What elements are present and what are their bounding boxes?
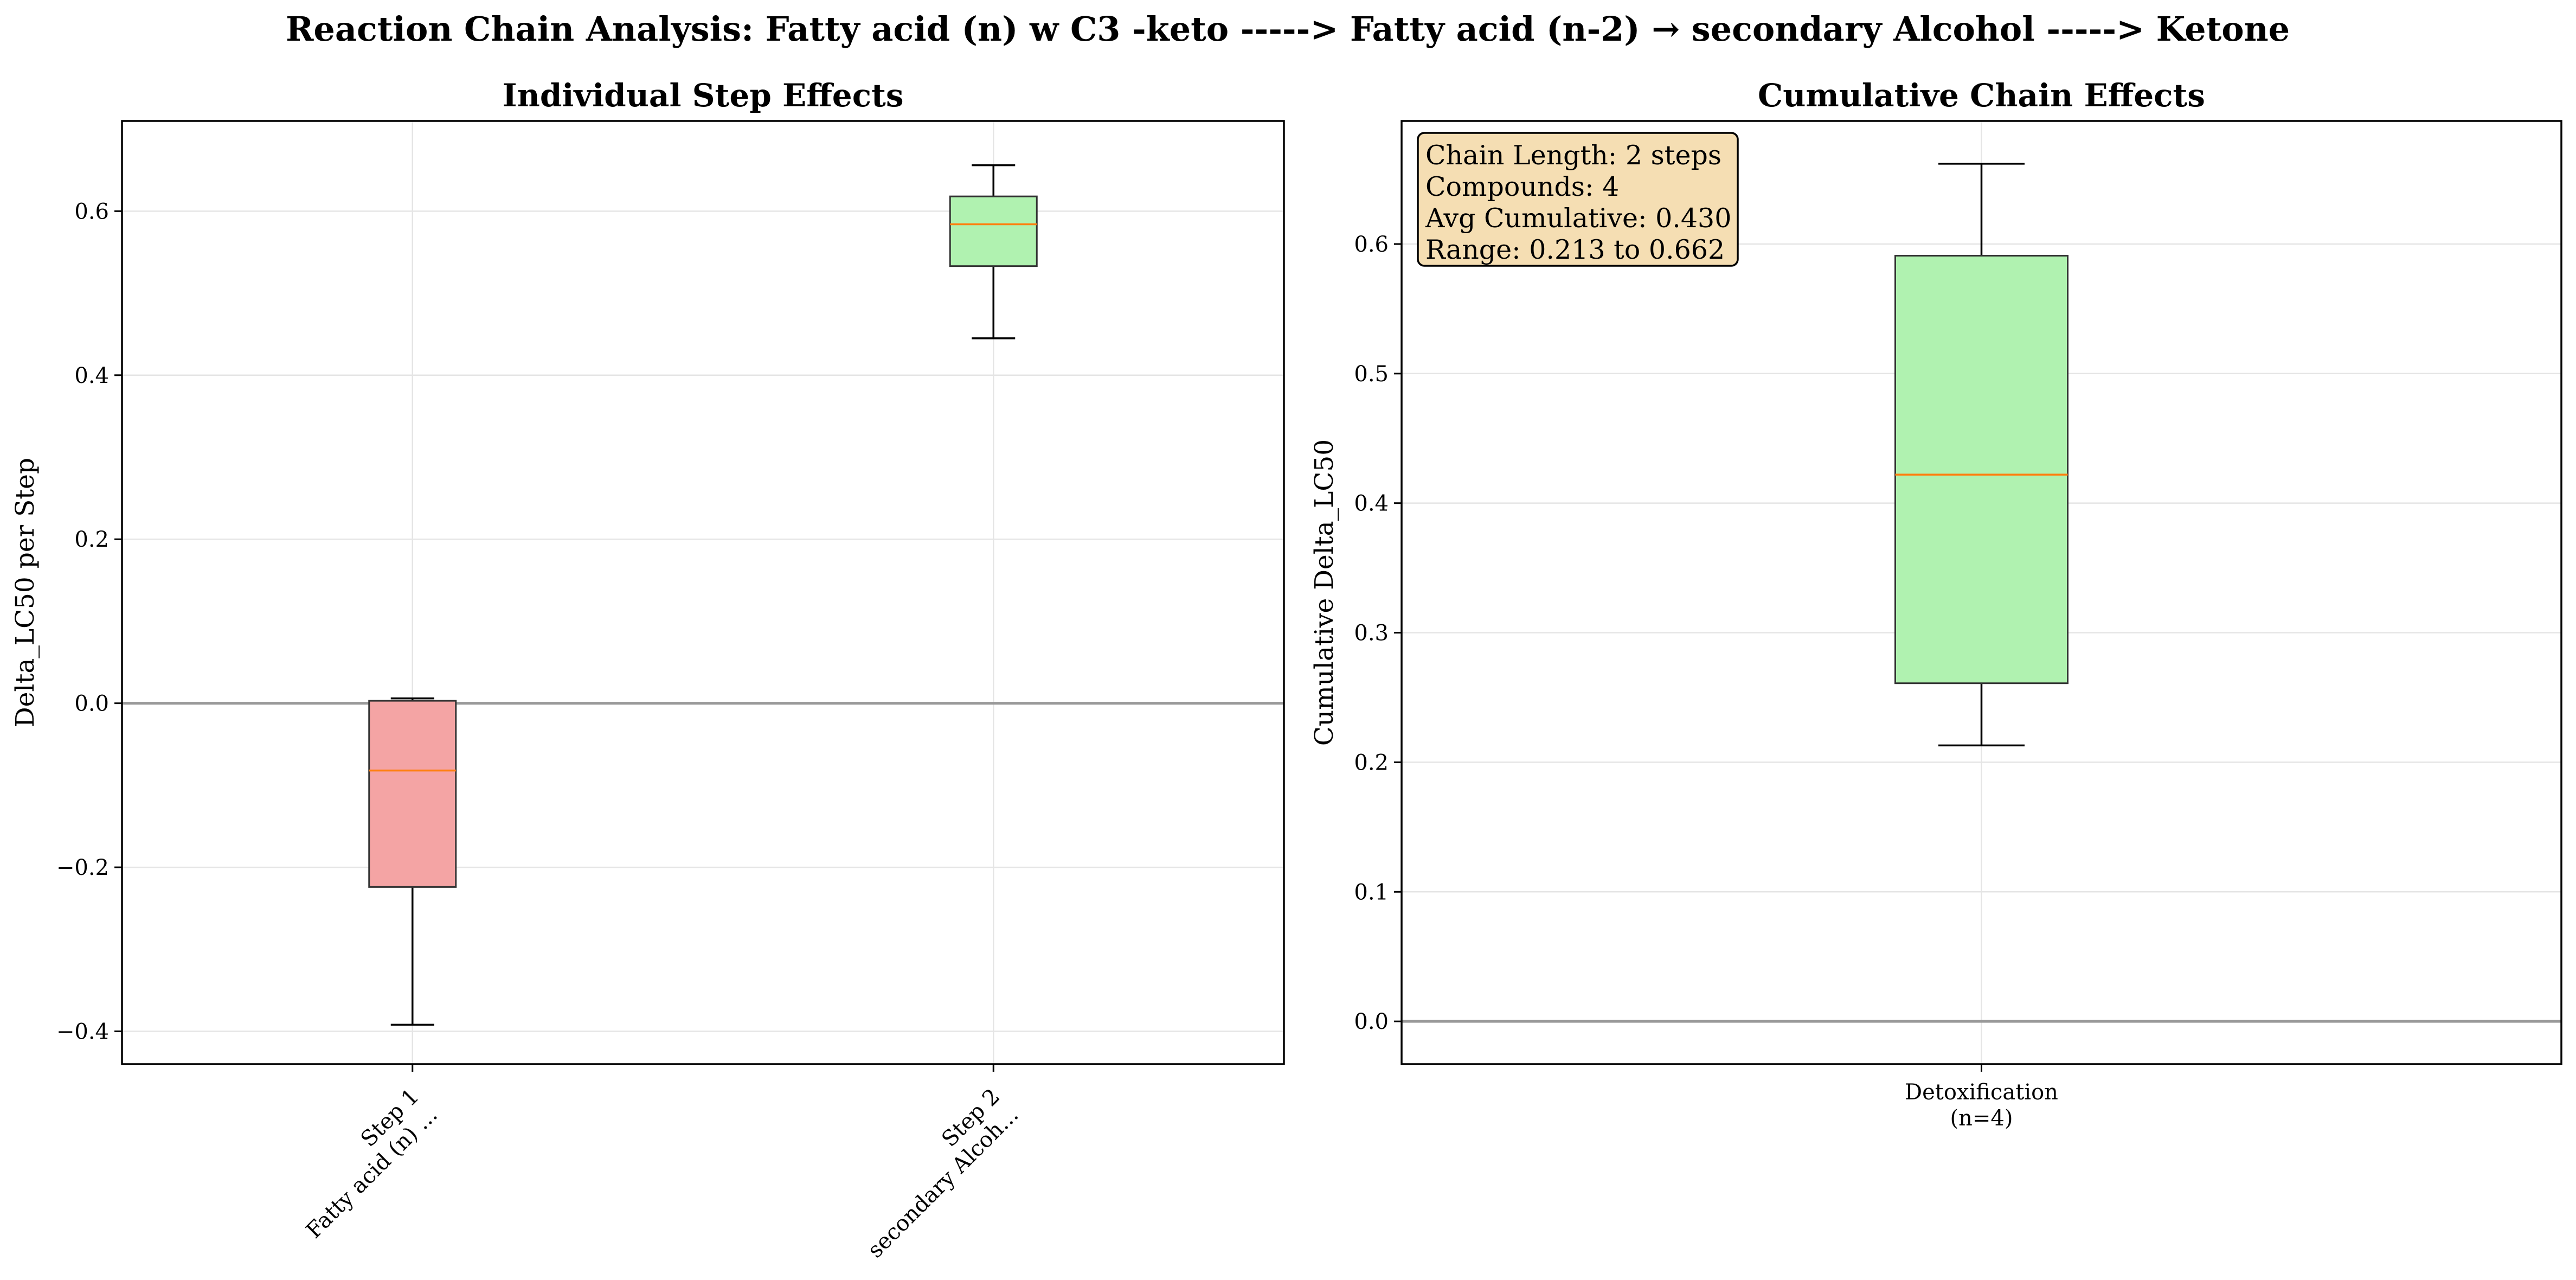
y-tick-label: −0.2 xyxy=(56,855,109,880)
y-axis-label: Cumulative Delta_LC50 xyxy=(1309,439,1339,746)
y-tick-label: 0.2 xyxy=(1354,750,1389,775)
axes-title: Cumulative Chain Effects xyxy=(1758,77,2205,114)
figure-title: Reaction Chain Analysis: Fatty acid (n) … xyxy=(286,9,2290,49)
axes-title: Individual Step Effects xyxy=(503,77,904,114)
box-iqr xyxy=(1894,254,2068,684)
y-tick-label: 0.1 xyxy=(1354,880,1389,905)
y-tick-label: 0.0 xyxy=(74,692,109,716)
y-tick-label: 0.4 xyxy=(1354,491,1389,516)
box-iqr xyxy=(949,195,1038,267)
x-tick-label: Detoxification xyxy=(1905,1080,2058,1105)
y-tick-label: 0.2 xyxy=(74,527,109,552)
y-tick-label: 0.6 xyxy=(1354,232,1389,257)
y-tick-label: −0.4 xyxy=(56,1020,109,1045)
y-axis-label: Delta_LC50 per Step xyxy=(10,458,40,727)
x-tick-label: (n=4) xyxy=(1950,1106,2013,1131)
stats-info-line: Compounds: 4 xyxy=(1425,171,1619,202)
y-tick-label: 0.6 xyxy=(74,199,109,224)
y-tick-label: 0.4 xyxy=(74,363,109,388)
y-tick-label: 0.5 xyxy=(1354,362,1389,387)
stats-info-line: Range: 0.213 to 0.662 xyxy=(1425,234,1725,265)
stats-info-box xyxy=(1417,132,1739,267)
y-tick-label: 0.3 xyxy=(1354,621,1389,646)
cumulative-chain-effects-chart: 0.0 0.1 0.2 0.3 0.4 0.5 0.6 Detoxification(n=4)… xyxy=(1309,77,2562,1131)
box-iqr xyxy=(368,700,457,888)
axes-frame xyxy=(121,120,1285,1065)
stats-info-line: Chain Length: 2 steps xyxy=(1425,140,1721,171)
y-tick-label: 0.0 xyxy=(1354,1009,1389,1034)
stats-info-line: Avg Cumulative: 0.430 xyxy=(1425,203,1731,234)
